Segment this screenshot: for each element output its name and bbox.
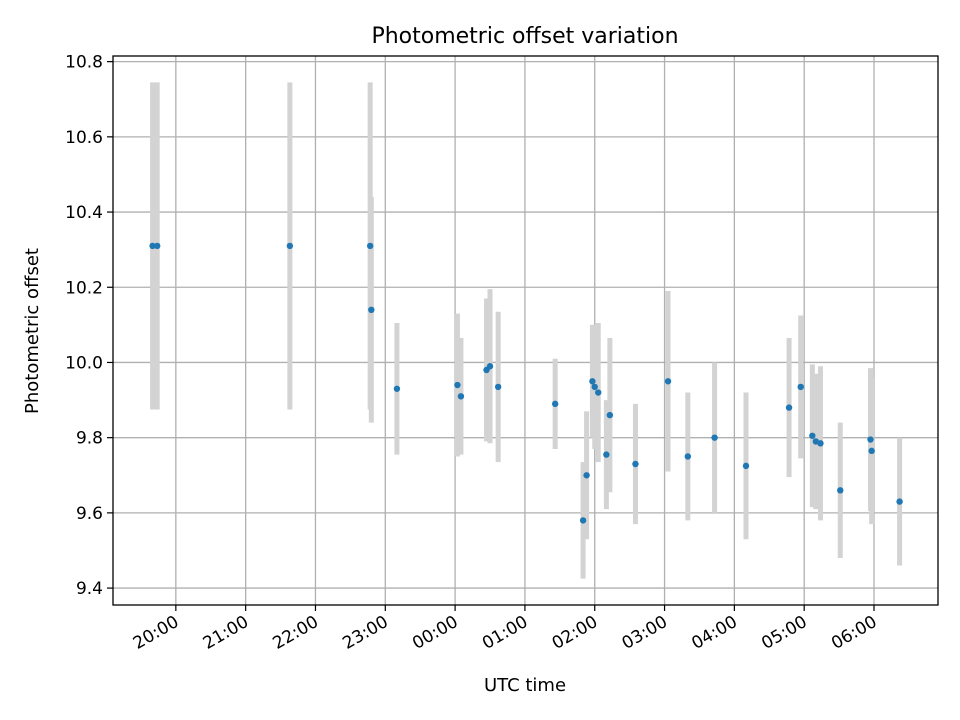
- x-tick-label: 04:00: [688, 612, 740, 654]
- data-point: [632, 460, 639, 468]
- data-point: [867, 436, 874, 443]
- x-tick-label: 20:00: [130, 612, 182, 654]
- x-tick-label: 06:00: [828, 612, 880, 654]
- data-point: [154, 242, 161, 250]
- data-point: [684, 453, 692, 460]
- data-point: [664, 378, 672, 385]
- x-axis-ticks: 20:00 21:00 22:00 23:00 00:00 01:00 02:00 03:00…: [130, 605, 881, 654]
- data-point: [393, 385, 401, 392]
- data-point: [809, 432, 816, 439]
- data-point: [785, 404, 793, 411]
- data-point: [797, 383, 804, 391]
- data-point: [286, 242, 294, 250]
- x-axis-label: UTC time: [484, 675, 566, 696]
- x-tick-label: 03:00: [619, 612, 671, 654]
- data-point: [868, 447, 875, 455]
- data-point: [579, 517, 587, 524]
- data-point: [457, 393, 465, 400]
- data-point: [595, 389, 602, 396]
- data-point: [551, 400, 559, 408]
- y-tick-label: 9.8: [76, 429, 103, 449]
- y-tick-label: 10.0: [65, 353, 103, 373]
- x-tick-label: 00:00: [409, 612, 461, 654]
- data-point: [589, 378, 596, 385]
- x-tick-label: 23:00: [339, 612, 391, 654]
- data-point: [603, 451, 610, 458]
- data-point: [711, 434, 718, 441]
- data-point: [149, 242, 156, 250]
- y-tick-label: 10.4: [65, 203, 103, 223]
- errorbars: [150, 82, 903, 579]
- data-point: [494, 383, 502, 391]
- grid-lines: [113, 56, 938, 605]
- y-tick-label: 9.6: [76, 504, 103, 524]
- data-point: [817, 440, 824, 447]
- data-point: [583, 472, 590, 479]
- y-axis-ticks: 9.4 9.6 9.8 10.0 10.2 10.4 10.6 10.8: [65, 53, 113, 599]
- data-point: [606, 411, 614, 419]
- chart-title: Photometric offset variation: [371, 24, 678, 49]
- data-point: [486, 363, 494, 370]
- data-point: [742, 462, 750, 470]
- data-point: [591, 383, 598, 391]
- x-tick-label: 02:00: [549, 612, 601, 654]
- data-point: [366, 242, 374, 250]
- data-point: [837, 487, 844, 494]
- data-point: [896, 498, 903, 505]
- y-tick-label: 9.4: [76, 579, 103, 599]
- data-point: [454, 381, 461, 389]
- x-tick-label: 01:00: [479, 612, 531, 654]
- y-tick-label: 10.2: [65, 278, 103, 298]
- x-tick-label: 05:00: [758, 612, 810, 654]
- y-tick-label: 10.6: [65, 128, 103, 148]
- data-points: [149, 242, 903, 524]
- data-point: [368, 306, 375, 314]
- y-axis-label: Photometric offset: [22, 248, 43, 414]
- x-tick-label: 22:00: [270, 612, 322, 654]
- y-tick-label: 10.8: [65, 53, 103, 73]
- x-tick-label: 21:00: [200, 612, 252, 654]
